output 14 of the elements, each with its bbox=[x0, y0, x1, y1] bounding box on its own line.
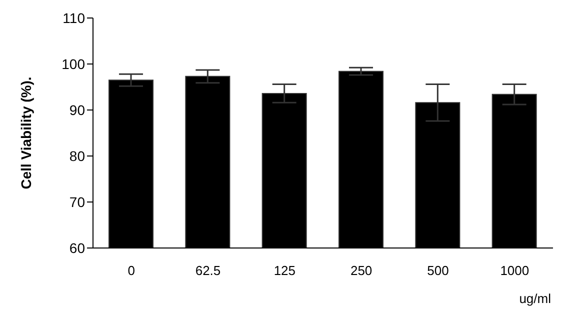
x-tick-label: 500 bbox=[427, 263, 449, 278]
x-tick-label: 1000 bbox=[500, 263, 530, 278]
x-axis-title: ug/ml bbox=[519, 291, 551, 306]
y-tick-label: 110 bbox=[62, 10, 86, 26]
y-tick-label: 100 bbox=[62, 56, 86, 72]
y-tick-label: 80 bbox=[69, 148, 86, 164]
y-tick-label: 90 bbox=[69, 102, 86, 118]
x-tick-label: 0 bbox=[128, 263, 135, 278]
x-tick-label: 62.5 bbox=[195, 263, 221, 278]
y-tick-label: 70 bbox=[69, 194, 86, 210]
y-tick-label: 60 bbox=[69, 240, 86, 256]
y-axis-title: Cell Viability (%). bbox=[18, 76, 34, 190]
x-tick-label: 250 bbox=[350, 263, 372, 278]
x-tick-label: 125 bbox=[274, 263, 296, 278]
